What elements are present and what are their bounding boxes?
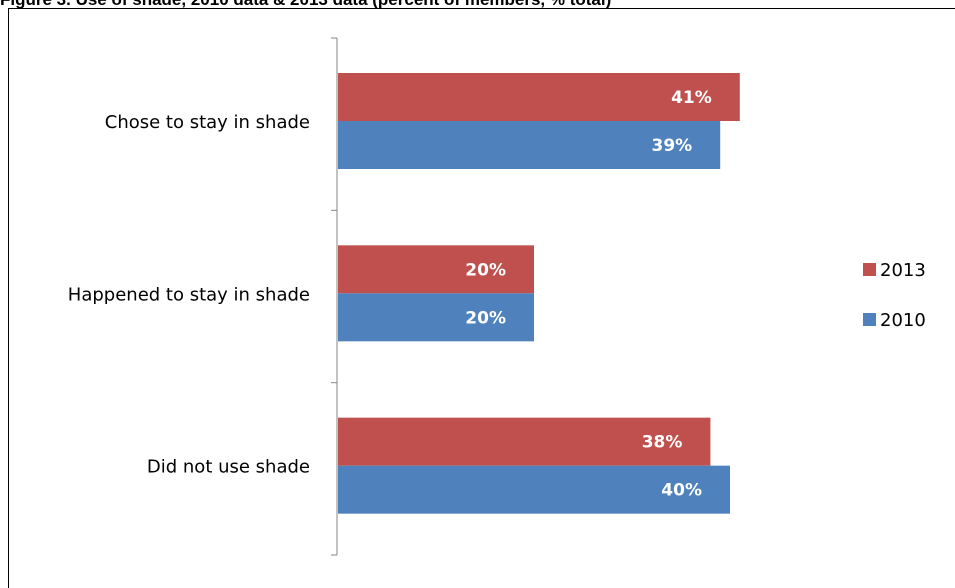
category-label: Chose to stay in shade	[105, 112, 310, 133]
legend-swatch-2010	[863, 313, 876, 326]
data-label: 20%	[465, 260, 506, 280]
data-label: 38%	[642, 433, 683, 453]
legend-label: 2010	[880, 310, 926, 331]
axis-layer	[331, 37, 338, 556]
legend-layer: 2013 2010	[863, 260, 926, 331]
labels-layer: Chose to stay in shade 41% 39% Happened to …	[68, 88, 712, 501]
chart-title: Figure 3. Use of shade, 2010 data & 2013…	[0, 0, 955, 10]
legend-label: 2013	[880, 260, 926, 281]
bars-layer	[338, 73, 740, 514]
category-label: Did not use shade	[147, 457, 310, 478]
bar-2010-1	[338, 121, 721, 169]
bar-2010-2	[338, 293, 534, 342]
data-label: 39%	[651, 136, 692, 156]
chart-frame	[8, 8, 955, 588]
data-label: 41%	[671, 88, 712, 108]
bar-2013-1	[338, 73, 740, 121]
bar-2013-3	[338, 417, 711, 466]
data-label: 40%	[661, 481, 702, 501]
legend-swatch-2013	[863, 263, 876, 276]
bar-chart: Chose to stay in shade 41% 39% Happened to …	[68, 37, 926, 556]
bar-2013-2	[338, 245, 534, 294]
data-label: 20%	[465, 308, 506, 328]
bar-2010-3	[338, 465, 730, 514]
category-label: Happened to stay in shade	[68, 284, 310, 305]
